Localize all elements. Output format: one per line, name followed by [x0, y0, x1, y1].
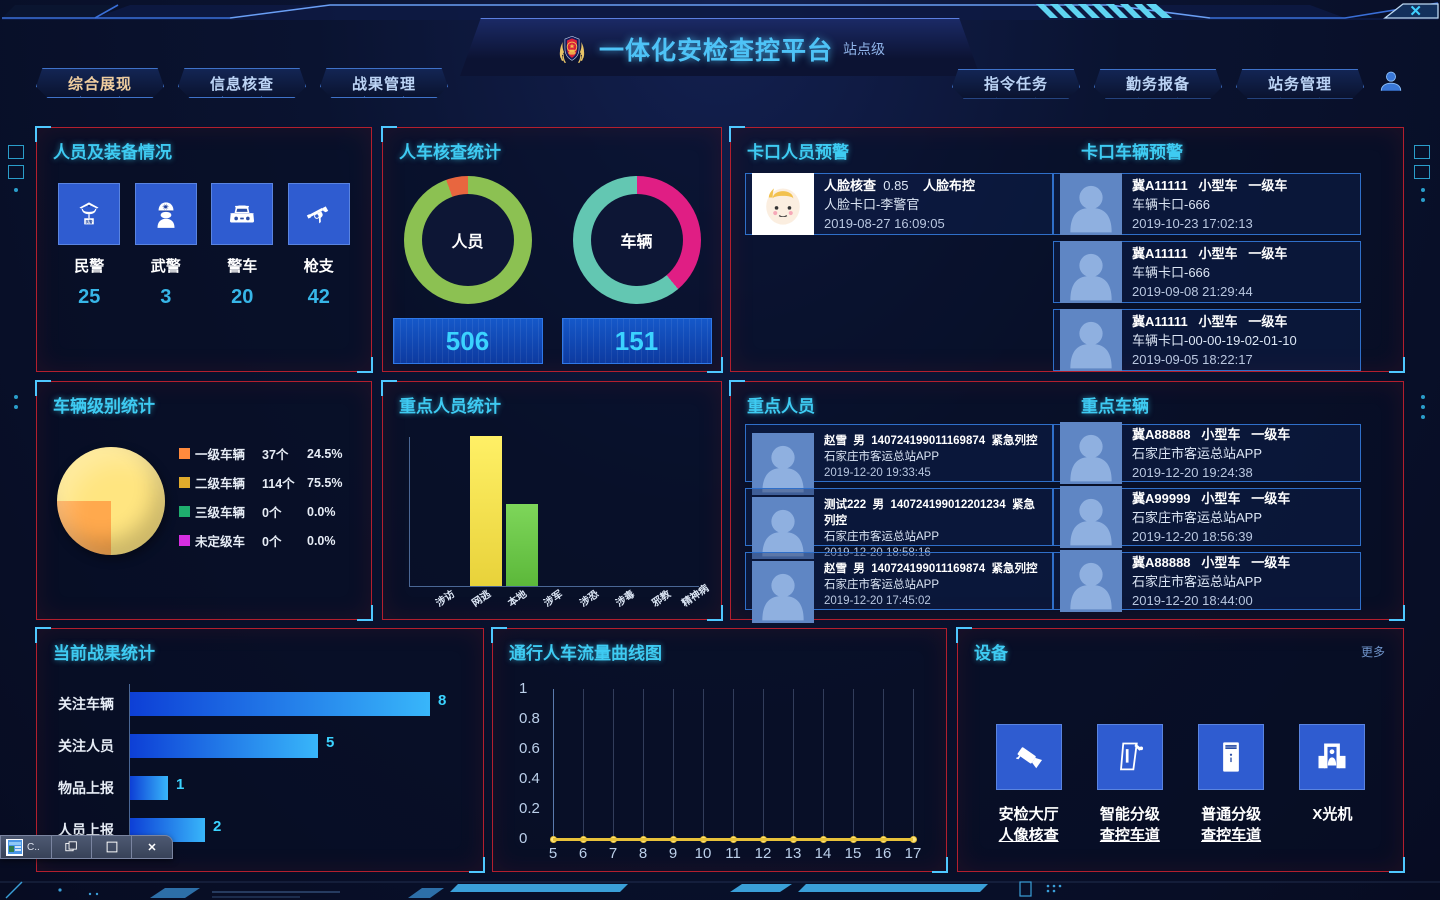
svg-text:民警: 民警 [86, 219, 93, 224]
